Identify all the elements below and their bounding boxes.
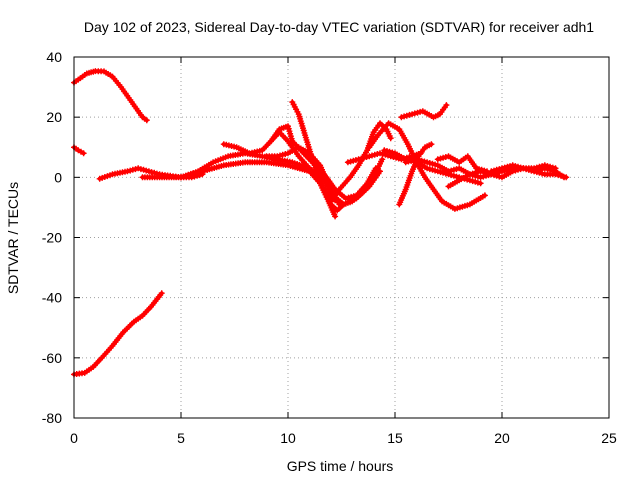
y-tick-label: 0 <box>54 169 62 185</box>
data-point <box>372 165 379 172</box>
data-point <box>379 156 386 163</box>
y-tick-label: -80 <box>42 410 62 426</box>
data-point <box>477 180 484 187</box>
x-tick-label: 10 <box>280 430 296 446</box>
data-point <box>332 213 339 220</box>
y-axis-label: SDTVAR / TECUs <box>5 182 21 294</box>
series-arc-13 <box>366 120 488 212</box>
y-tick-label: 40 <box>46 49 62 65</box>
data-series <box>71 68 570 378</box>
series-arc-01 <box>71 68 150 124</box>
data-point <box>443 102 450 109</box>
series-arc-20 <box>488 162 559 175</box>
y-tick-label: -40 <box>42 290 62 306</box>
data-point <box>552 165 559 172</box>
data-point <box>143 117 150 124</box>
series-arc-15 <box>396 141 435 208</box>
series-arc-10 <box>289 99 347 214</box>
y-tick-label: -60 <box>42 350 62 366</box>
series-arc-19 <box>434 153 490 175</box>
data-point <box>80 150 87 157</box>
data-point <box>428 141 435 148</box>
series-arc-16 <box>398 102 450 121</box>
x-tick-label: 0 <box>70 430 78 446</box>
series-arc-09 <box>263 144 343 208</box>
series-arc-03 <box>71 290 165 378</box>
x-tick-label: 5 <box>177 430 185 446</box>
axis-ticks: 0 5 10 15 20 25 40 20 0 -20 -40 -60 -80 <box>42 49 617 446</box>
x-tick-label: 25 <box>601 430 617 446</box>
y-tick-label: 20 <box>46 109 62 125</box>
grid-lines <box>74 57 609 418</box>
data-point <box>561 174 568 181</box>
chart-title: Day 102 of 2023, Sidereal Day-to-day VTE… <box>84 19 594 35</box>
data-point <box>387 135 394 142</box>
data-point <box>481 192 488 199</box>
x-tick-label: 15 <box>387 430 403 446</box>
x-axis-label: GPS time / hours <box>287 458 394 474</box>
y-tick-label: -20 <box>42 230 62 246</box>
x-tick-label: 20 <box>494 430 510 446</box>
data-point <box>158 290 165 297</box>
data-point <box>145 168 152 175</box>
data-point <box>340 201 347 208</box>
